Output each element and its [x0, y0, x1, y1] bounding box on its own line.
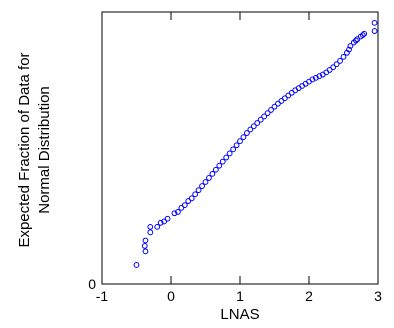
data-point — [142, 248, 149, 255]
data-point — [285, 92, 292, 99]
y-axis-title-line-2: Normal Distribution — [36, 86, 53, 214]
data-point — [142, 237, 149, 244]
x-tick-label: 2 — [305, 288, 313, 304]
data-point — [340, 53, 347, 60]
data-point — [268, 107, 274, 113]
data-point — [278, 98, 285, 104]
data-point — [250, 123, 257, 130]
data-point — [257, 116, 264, 123]
data-point — [192, 191, 199, 198]
data-point — [157, 219, 164, 226]
tick-labels: -1 0 1 2 30 — [88, 276, 382, 304]
y-tick-label: 0 — [88, 276, 96, 292]
data-point — [371, 19, 378, 26]
data-point — [154, 223, 161, 230]
axis-ticks — [101, 12, 379, 284]
data-point — [353, 37, 359, 44]
data-point — [361, 30, 368, 37]
data-point — [226, 150, 233, 157]
data-point — [309, 76, 316, 83]
data-point — [209, 170, 216, 177]
data-point — [178, 204, 185, 211]
data-point — [264, 110, 271, 117]
plot-border — [101, 11, 379, 285]
data-point — [161, 218, 168, 225]
data-point — [354, 36, 361, 43]
plot-area — [101, 11, 379, 285]
data-point — [330, 64, 337, 71]
data-points — [133, 19, 378, 268]
data-point — [199, 183, 205, 189]
data-point — [281, 95, 288, 102]
data-point — [219, 158, 226, 165]
data-point — [244, 130, 250, 136]
data-point — [275, 100, 281, 107]
x-tick-label: 1 — [236, 288, 244, 304]
data-point — [175, 209, 181, 215]
data-point — [147, 229, 154, 236]
data-point — [171, 210, 178, 217]
data-point — [254, 120, 261, 126]
x-tick-label: 3 — [374, 288, 382, 304]
ylabel-group: Expected Fraction of Data for Normal Dis… — [16, 52, 53, 247]
data-point — [359, 32, 366, 39]
x-axis-title: LNAS — [220, 306, 259, 323]
data-point — [133, 262, 140, 268]
data-point — [271, 103, 278, 110]
data-point — [185, 198, 192, 204]
x-tick-label: 0 — [167, 288, 175, 304]
data-point — [216, 162, 223, 169]
data-point — [188, 195, 195, 202]
y-axis-title-line-1: Expected Fraction of Data for — [16, 52, 33, 247]
data-point — [141, 243, 148, 249]
data-point — [181, 202, 188, 209]
x-tick-label: -1 — [96, 288, 109, 304]
data-point — [240, 134, 247, 141]
data-point — [212, 166, 219, 173]
data-point — [247, 126, 254, 133]
data-point — [147, 223, 154, 230]
data-point — [346, 46, 352, 53]
data-point — [237, 138, 243, 145]
data-point — [230, 146, 237, 153]
data-point — [195, 187, 202, 194]
data-point — [223, 154, 230, 161]
data-point — [206, 175, 212, 181]
data-point — [337, 58, 343, 64]
data-point — [164, 215, 171, 222]
data-point — [371, 28, 378, 34]
data-point — [202, 179, 209, 185]
data-point — [233, 142, 240, 149]
data-point — [316, 73, 323, 80]
data-point — [313, 74, 319, 81]
data-point — [261, 113, 268, 120]
data-point — [326, 67, 333, 73]
data-point — [333, 61, 340, 68]
data-point — [347, 43, 354, 49]
